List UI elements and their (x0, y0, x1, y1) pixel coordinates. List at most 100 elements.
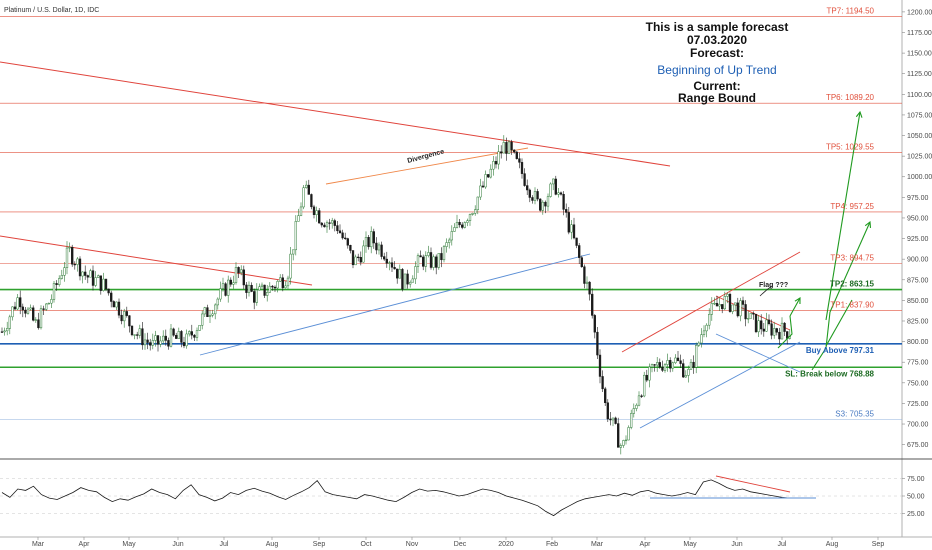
candle-body (450, 231, 453, 241)
candle-body (585, 281, 589, 284)
candle-body (149, 342, 152, 346)
candle-body (721, 304, 724, 310)
candle-body (78, 258, 82, 277)
flag-label: Flag ??? (759, 282, 788, 289)
candle-body (367, 237, 370, 248)
candle-body (593, 315, 596, 333)
candle-body (99, 275, 102, 291)
candle-body (260, 284, 264, 288)
candle-body (151, 340, 154, 346)
candle-body (401, 269, 404, 290)
candle-body (16, 297, 19, 310)
price-tick-label: 875.00 (907, 277, 929, 284)
forecast-arrow-3-head (855, 110, 863, 118)
candle-body (125, 311, 128, 316)
candle-body (624, 439, 628, 442)
candle-body (780, 322, 784, 340)
candle-body (416, 255, 420, 267)
forecast-arrow-3 (825, 111, 861, 321)
time-tick-label: Jul (220, 541, 229, 548)
candle-body (458, 222, 461, 226)
candle-body (310, 194, 313, 208)
price-tick-label: 1175.00 (907, 30, 932, 37)
price-tick-label: 1150.00 (907, 51, 932, 58)
candle-body (669, 360, 672, 369)
candle-body (247, 284, 251, 293)
time-tick-label: Dec (454, 541, 467, 548)
candle-body (305, 184, 308, 188)
candle-body (172, 328, 175, 336)
candle-body (544, 201, 547, 207)
candle-body (328, 222, 331, 224)
candle-body (622, 440, 625, 446)
annotation-line-5: Current: (693, 79, 740, 93)
candle-body (562, 193, 565, 210)
price-tick-label: 975.00 (907, 195, 929, 202)
candle-body (474, 209, 477, 214)
candle-body (422, 256, 425, 267)
candle-body (39, 308, 43, 329)
candle-body (341, 232, 344, 239)
candle-body (185, 333, 188, 347)
candle-body (162, 335, 165, 342)
candle-body (110, 292, 113, 302)
candle-body (219, 288, 222, 300)
candle-body (156, 335, 160, 345)
candle-body (726, 293, 729, 297)
candle-body (234, 267, 238, 283)
candle-body (164, 335, 167, 341)
candle-body (734, 302, 737, 306)
long-resistance-line (0, 61, 671, 167)
candle-body (123, 311, 126, 322)
candle-body (50, 299, 53, 304)
candle-body (770, 323, 773, 336)
candle-body (143, 339, 147, 346)
candle-body (6, 328, 9, 332)
candle-body (364, 237, 368, 247)
candle-body (754, 313, 758, 333)
candle-body (687, 369, 690, 376)
oscillator-tick-label: 75.00 (907, 476, 925, 483)
forecast-path-3 (825, 299, 853, 347)
candle-body (575, 237, 578, 246)
channel-upper-line (621, 251, 801, 353)
candle-body (606, 402, 609, 420)
time-axis: Mar Apr May Jun Jul Aug Sep Oct Nov Dec 2020 Feb Mar… (32, 537, 884, 548)
candle-body (455, 222, 459, 228)
candle-body (580, 257, 583, 268)
level-labels: TP7: 1194.50 TP6: 1089.20 TP5: 1029.55 TP4:… (785, 6, 874, 418)
candle-body (637, 395, 641, 406)
candle-body (526, 185, 529, 191)
candle-body (52, 283, 56, 300)
candle-body (167, 340, 170, 347)
candle-body (403, 273, 407, 290)
candle-body (19, 297, 22, 308)
time-tick-label: May (683, 541, 697, 548)
time-tick-label: Oct (361, 541, 372, 548)
candle-body (697, 342, 700, 346)
candle-body (245, 284, 248, 293)
support-line (199, 253, 591, 356)
price-tick-label: 1100.00 (907, 92, 932, 99)
candle-body (201, 313, 204, 326)
candle-body (146, 339, 149, 343)
candle-body (671, 362, 674, 369)
candle-body (419, 255, 422, 258)
candle-body (435, 256, 438, 268)
candle-body (333, 220, 336, 226)
candle-body (26, 308, 30, 314)
candle-body (242, 269, 245, 286)
candle-body (377, 244, 381, 251)
candle-body (130, 325, 134, 336)
candle-body (778, 331, 781, 340)
candle-body (762, 328, 765, 332)
time-tick-label: Nov (406, 541, 419, 548)
candle-body (723, 296, 726, 310)
candle-body (193, 334, 196, 338)
candle-body (757, 320, 760, 333)
time-tick-label: May (122, 541, 136, 548)
candle-body (471, 213, 474, 215)
candle-body (739, 300, 742, 317)
forecast-arrows (759, 110, 872, 371)
candle-body (115, 301, 118, 308)
